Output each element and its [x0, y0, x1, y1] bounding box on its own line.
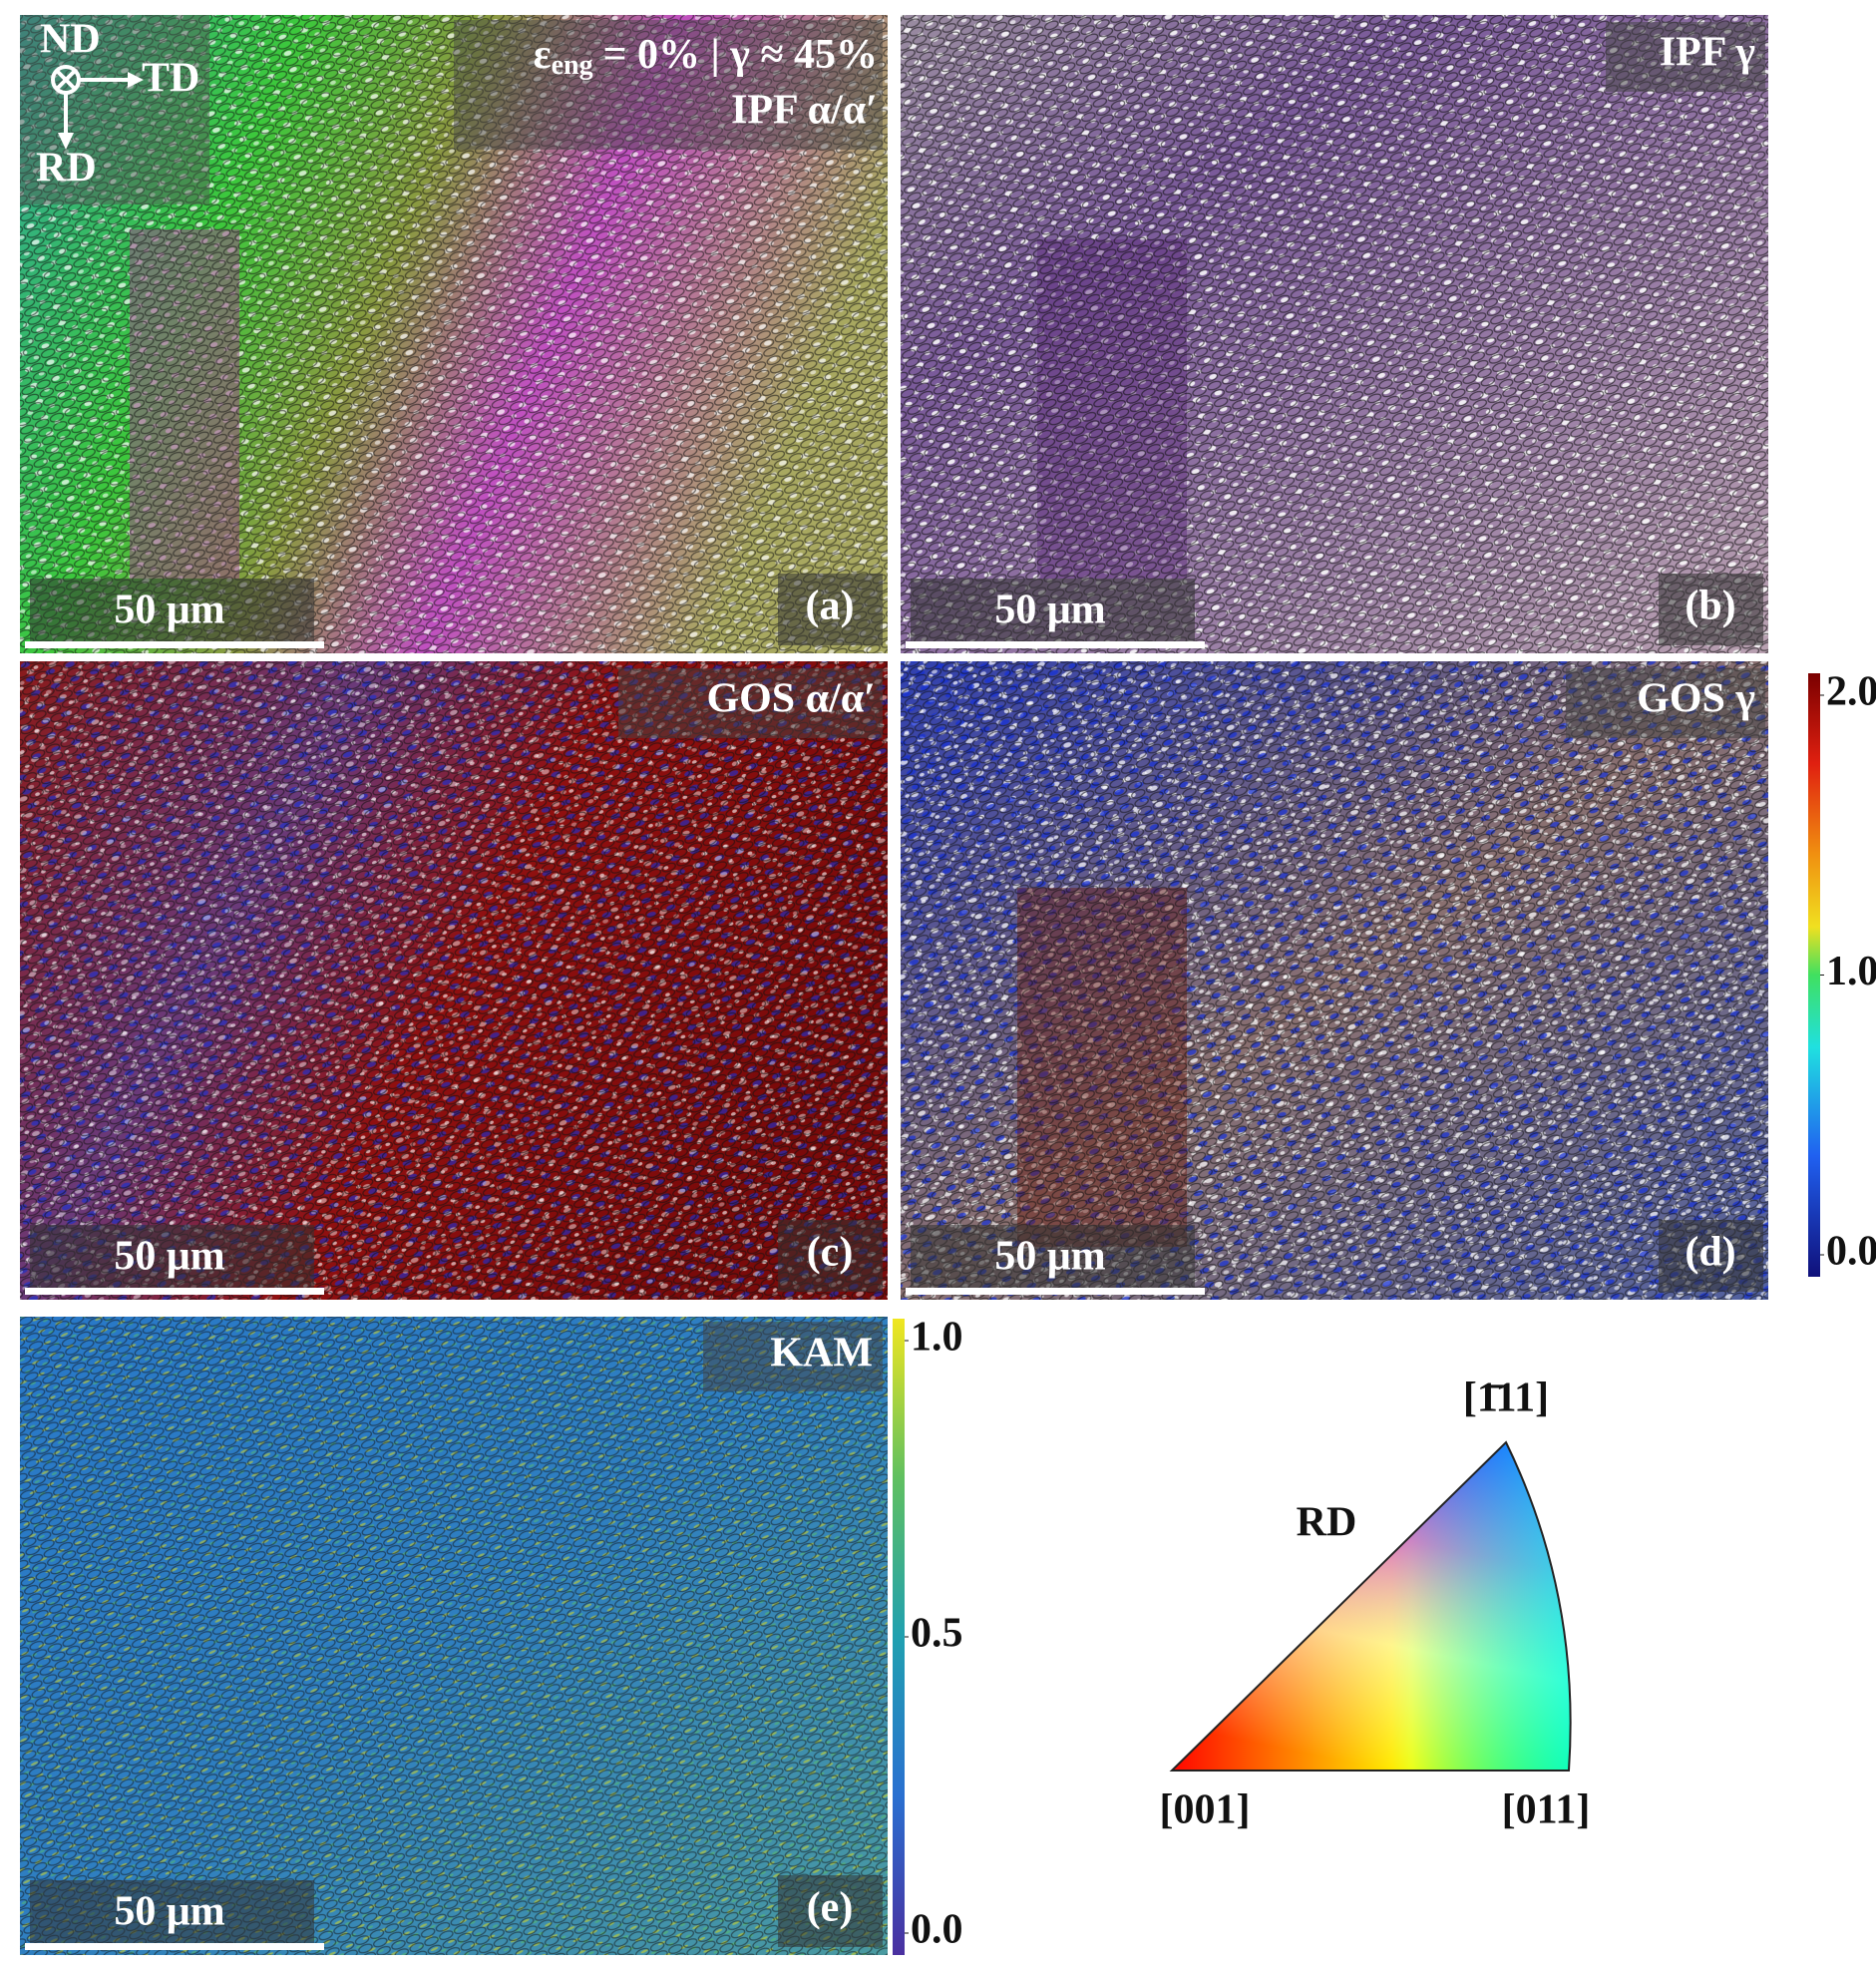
panel-label: (e) — [807, 1885, 854, 1931]
axis-label: TD — [142, 56, 199, 102]
panel-title: GOS α/α′ — [706, 676, 876, 722]
scale-label: 50 μm — [994, 1234, 1105, 1280]
letter-box — [778, 574, 883, 645]
scale-box — [911, 579, 1195, 648]
colorbar-ticks: 0.0 1.0 2.0 0.0 0.5 1.0 — [905, 669, 1876, 1953]
scale-label: 50 μm — [994, 588, 1105, 633]
colorbar-tick-label: 1.0 — [911, 1315, 963, 1361]
colorbar-tick-label: 0.5 — [911, 1611, 963, 1657]
ipf-corner: [001] — [1160, 1787, 1251, 1833]
map-a — [20, 15, 888, 653]
map-b — [901, 15, 1768, 653]
colorbar-tick-label: 2.0 — [1826, 669, 1876, 715]
letter-box — [778, 1875, 883, 1947]
panel-annotations: 50 μm (a) 50 μm (b) 50 μm (c) 50 μm (d) 50 μm (e) — [25, 574, 1763, 1950]
ipf-corner: [011] — [1502, 1787, 1591, 1833]
scale-label: 50 μm — [114, 1889, 224, 1935]
map-d — [901, 661, 1768, 1300]
scale-bar — [25, 641, 324, 648]
scale-bar — [25, 1288, 324, 1295]
panel-title: IPF γ — [1660, 30, 1756, 76]
letter-box — [1659, 1220, 1763, 1292]
strain-label: εeng = 0% | γ ≈ 45% — [534, 32, 878, 82]
letter-box — [1659, 574, 1763, 645]
panel-label: (b) — [1685, 584, 1735, 629]
scale-bar — [906, 641, 1205, 648]
panel-title: KAM — [770, 1331, 873, 1377]
scale-box — [30, 579, 314, 648]
ipf-corner: [1̄11] — [1463, 1376, 1549, 1421]
scale-label: 50 μm — [114, 1234, 224, 1280]
scale-box — [30, 1880, 314, 1950]
scale-bar — [906, 1288, 1205, 1295]
ipf-key: [1̄11] RD [001] [011] — [1160, 1376, 1591, 1833]
colorbar-tick-label: 0.0 — [1826, 1229, 1876, 1275]
colorbar — [893, 1319, 905, 1955]
scale-box — [911, 1225, 1195, 1295]
map-c — [20, 661, 888, 1300]
ipf-direction: RD — [1297, 1500, 1357, 1546]
panel-label: (a) — [806, 584, 855, 629]
colorbar-tick-label: 0.0 — [911, 1907, 963, 1953]
scale-bar — [25, 1943, 324, 1950]
letter-box — [778, 1220, 883, 1292]
axis-label: RD — [36, 146, 97, 192]
map-e — [20, 1317, 888, 1955]
scale-label: 50 μm — [114, 588, 224, 633]
panel-label: (d) — [1685, 1230, 1735, 1276]
panel-title: IPF α/α′ — [731, 88, 878, 134]
colorbar — [1808, 673, 1820, 1277]
scale-box — [30, 1225, 314, 1295]
panel-label: (c) — [807, 1230, 854, 1276]
colorbar-tick-label: 1.0 — [1826, 949, 1876, 994]
axis-label: ND — [40, 17, 101, 63]
panel-title: GOS γ — [1637, 676, 1755, 722]
